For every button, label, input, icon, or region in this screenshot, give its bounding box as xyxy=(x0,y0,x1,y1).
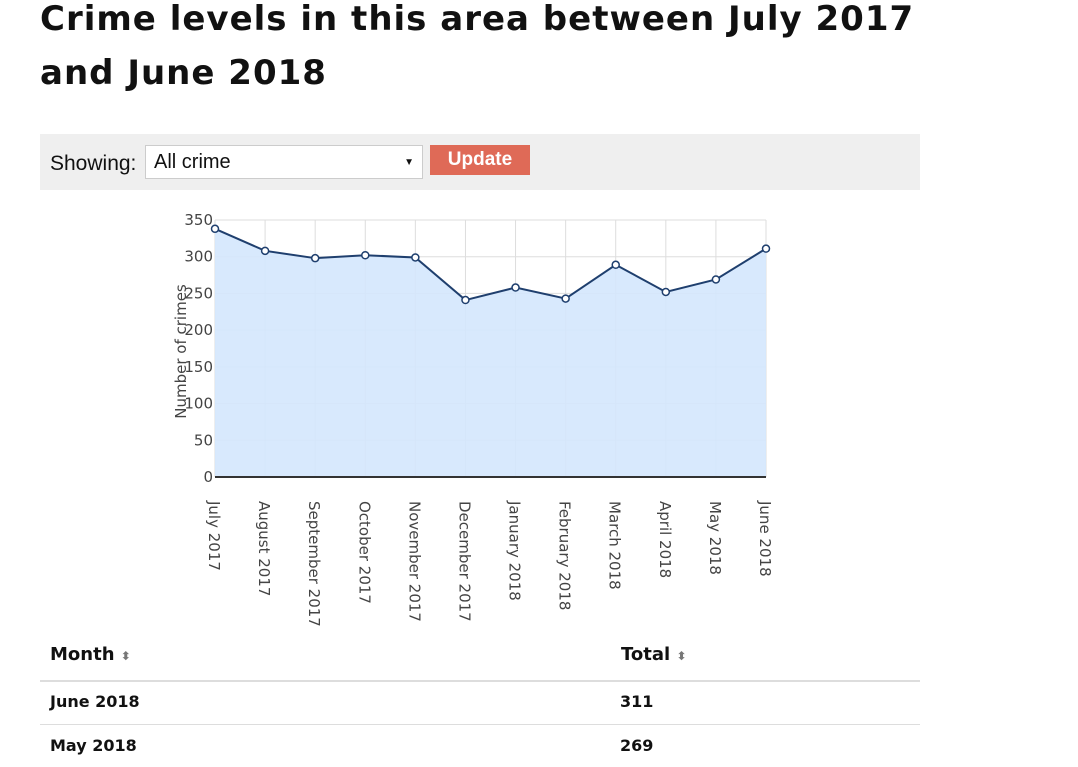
point xyxy=(461,295,470,305)
header-text: Total xyxy=(621,644,671,665)
point xyxy=(661,287,671,297)
x-tick-label: January 2018 xyxy=(506,500,524,601)
y-tick-label: 0 xyxy=(203,468,213,486)
divider xyxy=(40,724,920,725)
point xyxy=(260,246,270,256)
x-tick-label: September 2017 xyxy=(305,501,323,627)
column-header[interactable]: Month ⬍ xyxy=(50,644,131,665)
column-header[interactable]: Total ⬍ xyxy=(621,644,687,665)
divider xyxy=(40,680,920,682)
point xyxy=(210,224,220,234)
x-tick-label: December 2017 xyxy=(455,501,473,622)
y-tick-label: 350 xyxy=(184,211,213,229)
update-button[interactable]: Update xyxy=(430,145,530,175)
point xyxy=(611,260,620,270)
select-arrow: ▼ xyxy=(404,157,414,168)
point xyxy=(761,244,771,253)
point xyxy=(561,294,570,303)
point xyxy=(310,253,320,263)
crime-select[interactable]: All crime ▼ xyxy=(145,145,423,179)
point xyxy=(361,250,370,260)
x-tick-label: August 2017 xyxy=(255,501,273,596)
x-tick-label: February 2018 xyxy=(556,501,574,610)
point xyxy=(411,253,420,262)
y-tick-label: 150 xyxy=(184,358,213,376)
area xyxy=(215,228,766,477)
y-tick-label: 300 xyxy=(184,248,213,266)
point xyxy=(711,275,721,284)
filter-bar: Showing: All crime ▼ Update xyxy=(40,134,920,190)
filter-label: Showing: xyxy=(50,152,137,175)
cell: May 2018 xyxy=(50,736,137,755)
x-tick-label: July 2017 xyxy=(205,500,223,571)
x-tick-label: April 2018 xyxy=(656,501,674,578)
x-tick-label: June 2018 xyxy=(756,500,774,577)
sort-icon: ⬍ xyxy=(676,649,687,663)
y-tick-label: 200 xyxy=(184,321,213,339)
point xyxy=(511,283,520,292)
x-tick-label: March 2018 xyxy=(606,501,624,590)
x-tick-label: November 2017 xyxy=(405,501,423,622)
cell: June 2018 xyxy=(50,692,140,711)
select-value: All crime xyxy=(154,151,231,173)
y-tick-label: 250 xyxy=(184,284,213,302)
x-tick-label: October 2017 xyxy=(355,501,373,604)
cell: 311 xyxy=(620,692,654,711)
sort-icon: ⬍ xyxy=(120,649,131,663)
x-tick-label: May 2018 xyxy=(706,501,724,575)
page-title: Crime levels in this area between July 2… xyxy=(40,0,915,93)
line xyxy=(214,227,767,302)
y-axis-label: Number of crimes xyxy=(172,284,190,419)
y-tick-label: 100 xyxy=(184,395,213,413)
cell: 269 xyxy=(620,736,654,755)
header-text: Month xyxy=(50,644,115,665)
y-tick-label: 50 xyxy=(194,431,213,449)
